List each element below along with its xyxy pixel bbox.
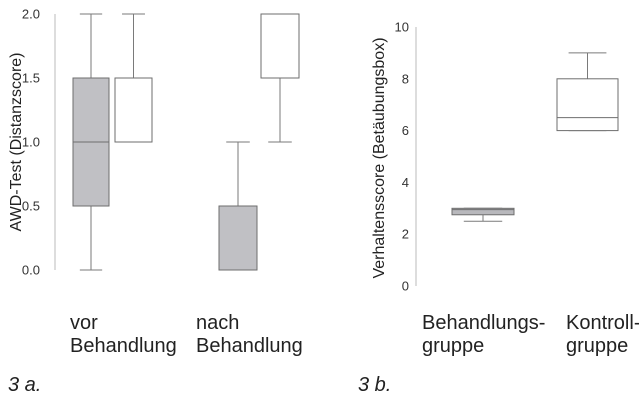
y-axis-label: Verhaltensscore (Betäubungsbox) (371, 37, 388, 278)
y-tick-labels: 0.0 0.5 1.0 1.5 2.0 (22, 7, 40, 278)
y-tick-label: 0.5 (22, 199, 40, 214)
y-tick-label: 2.0 (22, 7, 40, 22)
box-body (260, 13, 300, 79)
y-tick-label: 1.0 (22, 135, 40, 150)
category-label-1-line1: Behandlungs- (422, 312, 545, 334)
y-tick-label: 2 (402, 227, 409, 242)
category-label-1-line1: vor (70, 312, 98, 334)
y-tick-label: 4 (402, 175, 409, 190)
y-tick-label: 0.0 (22, 263, 40, 278)
y-axis-label: AWD-Test (Distanzscore) (8, 53, 25, 232)
category-label-1-line2: gruppe (422, 335, 484, 357)
y-tick-label: 0 (402, 279, 409, 294)
figure-caption-3b: 3 b. (358, 374, 391, 396)
box-body (114, 77, 153, 143)
category-label-2-line1: Kontroll- (566, 312, 639, 334)
y-tick-label: 8 (402, 71, 409, 86)
y-tick-label: 1.5 (22, 71, 40, 86)
box-plots (72, 13, 300, 271)
box-body (218, 205, 258, 271)
box-plots (451, 52, 619, 222)
panel-3b: Verhaltensscore (Betäubungsbox) 0246810 … (358, 20, 639, 397)
y-tick-label: 6 (402, 123, 409, 138)
box-body (556, 78, 619, 132)
category-label-1-line2: Behandlung (70, 335, 177, 357)
category-label-2-line1: nach (196, 312, 239, 334)
category-label-2-line2: Behandlung (196, 335, 303, 357)
y-tick-label: 10 (395, 20, 409, 35)
y-tick-labels: 0 2 4 6 8 10 (395, 20, 409, 294)
box-body (451, 207, 515, 216)
figure-caption-3a: 3 a. (8, 374, 41, 396)
panel-3a: AWD-Test (Distanzscore) 0.00.51.01.52.0 … (8, 7, 303, 397)
category-label-2-line2: gruppe (566, 335, 628, 357)
